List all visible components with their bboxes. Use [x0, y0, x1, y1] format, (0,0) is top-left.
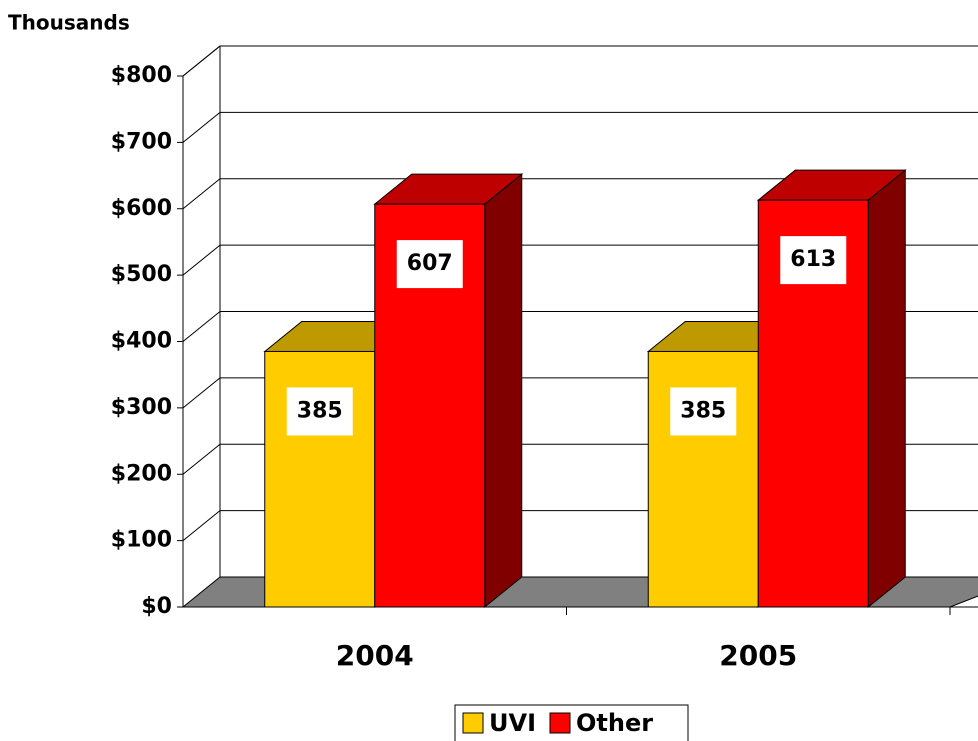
y-tick-label: $800: [111, 63, 172, 88]
y-tick-label: $0: [141, 594, 172, 619]
y-axis-label: Thousands: [8, 11, 130, 35]
bar-front: [757, 199, 869, 608]
bar: [756, 169, 907, 609]
bar: [373, 173, 524, 609]
value-label-box: [780, 236, 847, 285]
legend-label: Other: [576, 709, 653, 737]
y-tick-label: $500: [111, 262, 172, 287]
grid-line-side: [182, 311, 221, 342]
y-tick-label: $600: [111, 196, 172, 221]
x-tick-label: 2005: [719, 639, 797, 672]
bar-side: [484, 173, 523, 609]
legend: UVI Other: [454, 704, 689, 741]
y-tick-label: $100: [111, 528, 172, 553]
value-label-box: [286, 387, 353, 436]
y-tick-label: $200: [111, 461, 172, 486]
legend-label: UVI: [489, 709, 536, 737]
legend-swatch: [462, 712, 484, 734]
grid-line-side: [182, 178, 221, 210]
grid-line-side: [182, 510, 221, 542]
grid-line-side: [182, 443, 221, 475]
legend-swatch: [549, 712, 571, 734]
value-label-box: [670, 387, 737, 436]
grid-line-side: [182, 244, 221, 276]
value-label-box: [396, 240, 463, 289]
grid-line-side: [182, 377, 221, 409]
y-tick-label: $400: [111, 329, 172, 354]
value-label: 607: [407, 251, 453, 276]
y-tick-label: $300: [111, 395, 172, 420]
legend-box: [454, 704, 689, 741]
x-tick-label: 2004: [336, 639, 414, 672]
value-label: 613: [790, 247, 836, 272]
value-label: 385: [680, 398, 726, 423]
grid-line-side: [182, 111, 221, 143]
bar-side: [867, 169, 906, 609]
y-tick-label: $700: [111, 129, 172, 154]
value-label: 385: [297, 398, 343, 423]
grid-line-side: [182, 45, 221, 77]
